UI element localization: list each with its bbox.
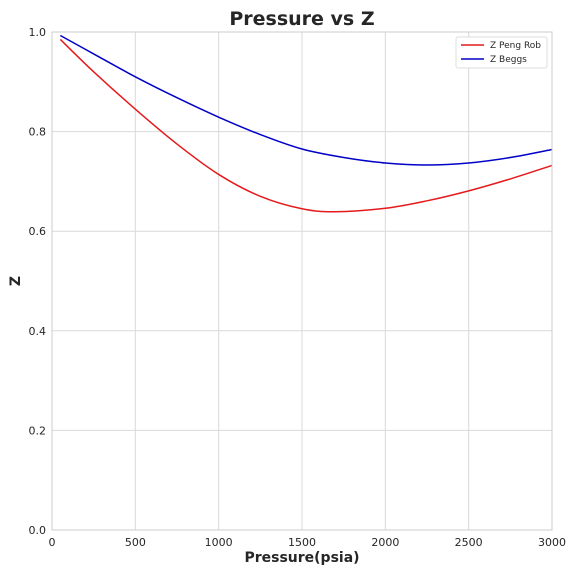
y-axis-label: Z xyxy=(8,276,24,286)
legend-entry: Z Peng Rob xyxy=(490,41,541,51)
x-tick-label: 2500 xyxy=(455,536,483,549)
x-axis-label: Pressure(psia) xyxy=(244,550,359,566)
y-tick-label: 0.2 xyxy=(29,424,47,437)
legend-entry: Z Beggs xyxy=(490,55,527,65)
series-line-1 xyxy=(59,38,553,213)
x-tick-label: 1500 xyxy=(288,536,316,549)
y-tick-labels: 0.0 0.2 0.4 0.6 0.8 1.0 xyxy=(29,26,47,537)
x-tick-label: 0 xyxy=(49,536,56,549)
series-lines xyxy=(59,34,553,213)
x-tick-label: 1000 xyxy=(205,536,233,549)
x-tick-label: 500 xyxy=(125,536,146,549)
y-tick-label: 0.0 xyxy=(29,524,47,537)
y-tick-label: 0.6 xyxy=(29,225,47,238)
chart-title: Pressure vs Z xyxy=(229,8,374,30)
plot-frame xyxy=(51,31,553,531)
y-tick-label: 0.4 xyxy=(29,325,47,338)
y-tick-label: 0.8 xyxy=(29,126,47,139)
x-tick-label: 2000 xyxy=(371,536,399,549)
series-line-2 xyxy=(59,34,553,166)
x-tick-labels: 0 500 1000 1500 2000 2500 3000 xyxy=(49,536,567,549)
legend: Z Peng Rob Z Beggs xyxy=(455,36,548,69)
y-tick-label: 1.0 xyxy=(29,26,47,39)
x-tick-label: 3000 xyxy=(538,536,566,549)
